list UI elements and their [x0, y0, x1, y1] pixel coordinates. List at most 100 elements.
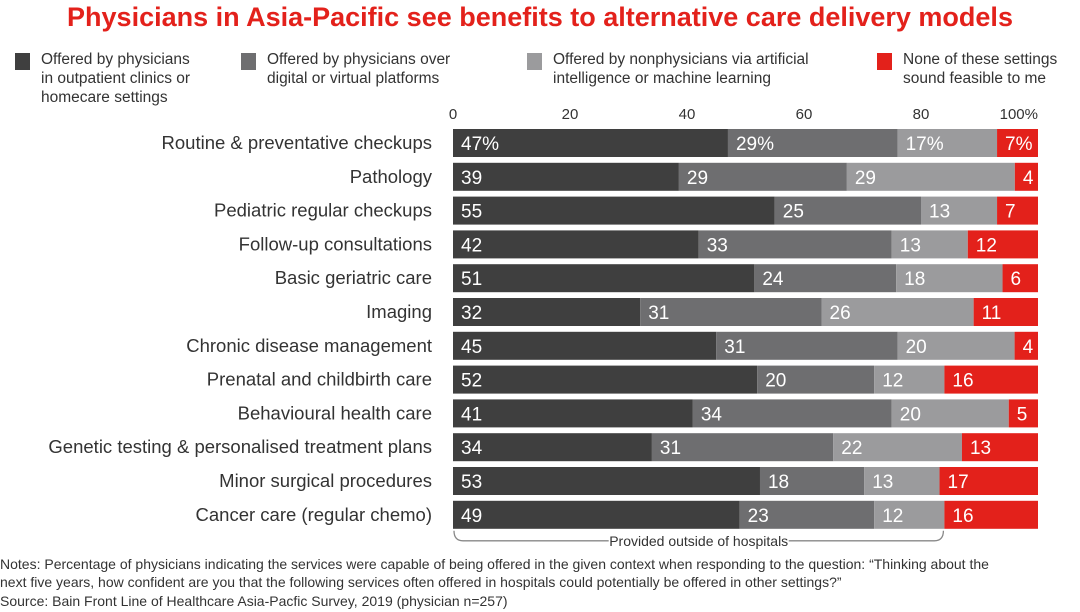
- bar-segment: [692, 399, 892, 428]
- bar-segment: [1014, 162, 1038, 191]
- legend-text: homecare settings: [41, 89, 168, 106]
- bar-segment: [453, 365, 758, 394]
- data-label: 53: [461, 472, 482, 493]
- bar-segment: [944, 365, 1038, 394]
- x-tick-label: 40: [679, 106, 696, 123]
- bar-segment: [973, 298, 1038, 326]
- bar-segment: [453, 467, 760, 495]
- bar-segment: [1008, 399, 1038, 428]
- legend-item-none: None of these settings sound feasible to…: [877, 50, 1057, 88]
- legend-text: sound feasible to me: [903, 70, 1047, 87]
- data-label: 32: [461, 303, 482, 324]
- bar-segment: [453, 331, 717, 360]
- bar-segment: [821, 298, 974, 326]
- data-label: 13: [900, 235, 921, 256]
- bar-segment: [640, 298, 822, 326]
- legend-swatch: [877, 53, 892, 70]
- category-label: Cancer care (regular chemo): [196, 504, 432, 525]
- bar-segment: [896, 264, 1003, 293]
- data-label: 34: [461, 438, 483, 459]
- data-label: 16: [952, 506, 973, 527]
- data-label: 31: [648, 303, 669, 324]
- data-label: 23: [748, 506, 769, 527]
- x-tick-label: 20: [562, 106, 579, 123]
- bar-segment: [754, 264, 897, 293]
- data-label: 5: [1017, 404, 1028, 425]
- x-tick-label: 100%: [1000, 106, 1038, 123]
- bar-segment: [967, 230, 1038, 259]
- data-label: 13: [872, 472, 893, 493]
- data-label: 20: [765, 371, 786, 392]
- bar-segment: [453, 230, 699, 259]
- data-label: 31: [724, 337, 745, 358]
- data-label: 52: [461, 371, 482, 392]
- data-label: 29: [855, 168, 876, 189]
- data-label: 20: [906, 337, 927, 358]
- source-line: Source: Bain Front Line of Healthcare As…: [0, 593, 508, 609]
- bracket-annotation: Provided outside of hospitals: [609, 533, 788, 549]
- legend-swatch: [15, 53, 30, 70]
- data-label: 7%: [1005, 134, 1033, 155]
- bar-segment: [1002, 264, 1038, 293]
- data-label: 33: [707, 235, 728, 256]
- legend-text: Offered by physicians: [41, 51, 190, 68]
- data-label: 24: [762, 269, 784, 290]
- category-label: Chronic disease management: [186, 335, 432, 356]
- bar-segment: [453, 162, 679, 191]
- data-label: 34: [701, 404, 723, 425]
- bar-segment: [997, 196, 1038, 225]
- data-label: 26: [830, 303, 851, 324]
- data-label: 42: [461, 235, 482, 256]
- bar-segment: [453, 433, 652, 462]
- chart-title: Physicians in Asia-Pacific see benefits …: [67, 2, 1013, 32]
- bracket: [453, 530, 945, 542]
- data-label: 12: [882, 506, 903, 527]
- category-label: Pathology: [350, 166, 433, 187]
- data-label: 45: [461, 337, 482, 358]
- bar-segment: [891, 230, 968, 259]
- bar-segment: [891, 399, 1009, 428]
- x-tick-label: 80: [913, 106, 930, 123]
- legend-item-digital: Offered by physicians over digital or vi…: [241, 50, 451, 88]
- data-label: 4: [1023, 337, 1034, 358]
- data-label: 18: [768, 472, 789, 493]
- legend-text: Offered by physicians over: [267, 51, 451, 68]
- legend-swatch: [241, 53, 256, 70]
- notes-line: next five years, how confident are you t…: [0, 574, 842, 590]
- data-label: 12: [976, 235, 997, 256]
- bar-segment: [698, 230, 892, 259]
- category-label: Basic geriatric care: [275, 267, 432, 288]
- category-label: Imaging: [366, 301, 432, 322]
- bar-segment: [1014, 331, 1038, 360]
- bar-segment: [453, 500, 740, 529]
- x-tick-label: 60: [796, 106, 813, 123]
- bar-segment: [897, 331, 1015, 360]
- bar-segment: [944, 500, 1038, 529]
- bar-segment: [864, 467, 940, 495]
- bar-segment: [651, 433, 834, 462]
- category-label: Follow-up consultations: [239, 233, 432, 254]
- data-label: 29: [687, 168, 708, 189]
- data-label: 17%: [906, 134, 944, 155]
- bar-segment: [897, 129, 998, 157]
- bar-segment: [727, 129, 898, 157]
- bar-segment: [833, 433, 962, 462]
- data-label: 12: [882, 371, 903, 392]
- bar-segment: [961, 433, 1038, 462]
- category-label: Pediatric regular checkups: [214, 200, 432, 221]
- data-label: 7: [1005, 202, 1016, 223]
- bar-segment: [757, 365, 875, 394]
- bar-segment: [774, 196, 921, 225]
- legend-item-outpatient: Offered by physicians in outpatient clin…: [15, 50, 191, 107]
- data-label: 6: [1011, 269, 1022, 290]
- bar-segment: [997, 129, 1038, 157]
- data-label: 11: [982, 303, 1002, 324]
- legend-text: in outpatient clinics or: [41, 70, 191, 87]
- data-label: 4: [1023, 168, 1034, 189]
- category-label: Routine & preventative checkups: [162, 132, 432, 153]
- bar-segment: [939, 467, 1038, 495]
- bar-segment: [678, 162, 847, 191]
- data-label: 22: [841, 438, 862, 459]
- data-label: 29%: [736, 134, 774, 155]
- data-label: 25: [783, 202, 804, 223]
